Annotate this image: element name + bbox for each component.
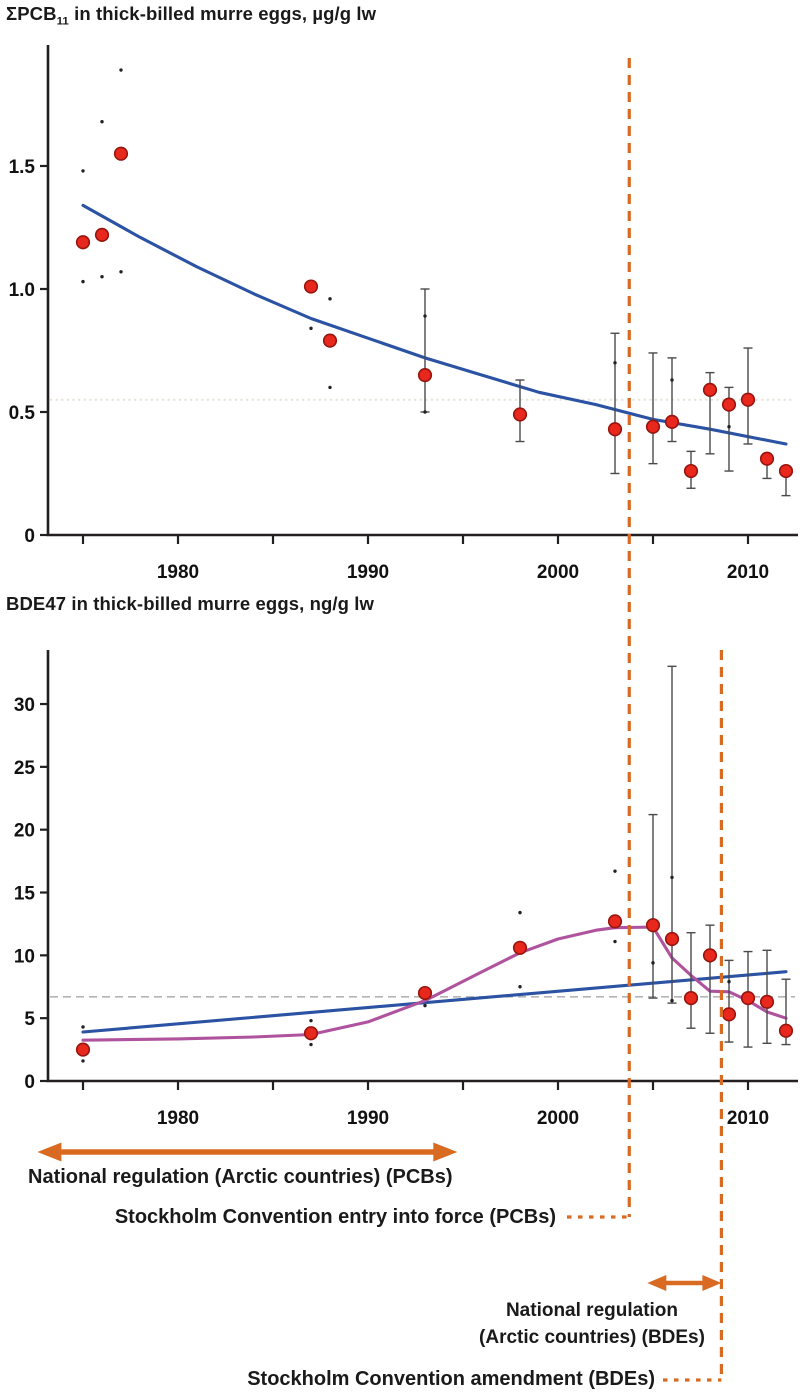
data-point-red — [512, 940, 528, 955]
data-point-red — [664, 931, 680, 947]
data-point-red — [75, 1042, 91, 1057]
x-tick-label: 2010 — [727, 562, 769, 583]
data-point-red — [702, 382, 718, 397]
data-point-minor — [81, 1059, 85, 1063]
range-arrow-national-regulation-pcbs-head — [433, 1142, 458, 1162]
data-point-red — [778, 1023, 794, 1038]
data-point-minor — [613, 939, 617, 944]
data-point-minor — [119, 270, 123, 274]
data-point-red — [721, 1007, 737, 1022]
data-point-minor — [328, 297, 332, 301]
data-point-minor — [727, 980, 731, 984]
y-tick-label: 0 — [24, 526, 35, 547]
data-point-red — [113, 146, 129, 161]
data-point-red — [740, 392, 756, 407]
trend-line-blue — [81, 203, 788, 446]
data-point-minor — [613, 869, 617, 873]
data-point-minor — [651, 961, 655, 965]
data-point-red — [322, 333, 338, 348]
data-point-minor — [613, 361, 617, 365]
data-point-red — [683, 463, 699, 479]
data-point-minor — [727, 425, 731, 429]
y-tick-label: 15 — [14, 884, 36, 905]
data-point-minor — [100, 120, 104, 124]
trend-line-blue — [81, 970, 788, 1034]
data-point-minor — [670, 875, 674, 880]
x-tick-label: 2010 — [727, 1108, 769, 1129]
data-point-minor — [309, 1042, 313, 1047]
annotation-stockholm-amendment-bdes: Stockholm Convention amendment (BDEs) — [247, 1368, 655, 1390]
data-point-minor — [328, 385, 332, 390]
data-point-red — [721, 397, 737, 412]
y-tick-label: 1.0 — [9, 280, 35, 301]
x-tick-label: 1990 — [347, 562, 389, 583]
data-point-red — [303, 279, 319, 294]
data-point-red — [417, 985, 433, 1001]
data-point-red — [683, 990, 699, 1006]
top-title-suffix: in thick-billed murre eggs, µg/g lw — [68, 3, 377, 24]
x-tick-label: 2000 — [537, 1108, 579, 1129]
data-point-red — [94, 227, 110, 242]
y-tick-label: 30 — [14, 695, 35, 716]
data-point-red — [607, 422, 623, 437]
data-point-minor — [81, 169, 85, 173]
data-point-minor — [670, 998, 674, 1003]
annotation-national-regulation-bdes-line1: National regulation — [505, 1300, 679, 1321]
data-point-minor — [423, 314, 427, 318]
top-chart-title: ΣPCB11 in thick-billed murre eggs, µg/g … — [6, 3, 376, 28]
data-point-minor — [423, 410, 427, 414]
data-point-minor — [518, 985, 522, 989]
x-tick-label: 1980 — [157, 562, 199, 583]
data-point-red — [759, 451, 775, 466]
data-point-minor — [81, 279, 85, 284]
data-point-red — [512, 407, 528, 422]
y-tick-label: 10 — [14, 946, 35, 967]
data-point-minor — [119, 68, 123, 72]
data-point-minor — [518, 910, 522, 915]
top-title-subscript: 11 — [56, 15, 69, 28]
x-tick-label: 1990 — [347, 1108, 389, 1129]
range-arrow-national-regulation-bdes-head — [647, 1275, 667, 1291]
data-point-minor — [670, 378, 674, 382]
data-point-minor — [423, 1003, 427, 1008]
axis — [46, 650, 798, 1083]
x-tick-label: 2000 — [537, 562, 579, 583]
annotation-national-regulation-bdes-line2: (Arctic countries) (BDEs) — [479, 1327, 705, 1348]
data-point-red — [759, 994, 775, 1009]
data-point-red — [645, 419, 661, 434]
y-tick-label: 5 — [24, 1009, 35, 1030]
bottom-chart-title: BDE47 in thick-billed murre eggs, ng/g l… — [6, 593, 374, 614]
y-tick-label: 0.5 — [9, 403, 36, 424]
data-point-red — [702, 948, 718, 963]
axis — [46, 45, 798, 537]
top-title-prefix: ΣPCB — [6, 3, 57, 24]
data-point-minor — [309, 326, 313, 331]
data-point-red — [303, 1026, 319, 1041]
data-point-red — [75, 235, 91, 250]
data-point-red — [417, 368, 433, 383]
range-arrow-national-regulation-bdes-head — [702, 1275, 722, 1291]
range-arrow-national-regulation-pcbs-head — [37, 1142, 62, 1162]
y-tick-label: 1.5 — [9, 157, 36, 178]
data-point-red — [664, 414, 680, 429]
annotation-national-regulation-pcbs: National regulation (Arctic countries) (… — [28, 1166, 453, 1188]
annotation-stockholm-convention-pcbs: Stockholm Convention entry into force (P… — [114, 1206, 556, 1228]
data-point-red — [778, 463, 794, 479]
data-point-red — [645, 918, 661, 933]
data-point-minor — [309, 1018, 313, 1023]
y-tick-label: 0 — [24, 1072, 35, 1093]
y-tick-label: 25 — [14, 758, 36, 779]
y-tick-label: 20 — [14, 821, 35, 842]
x-tick-label: 1980 — [157, 1108, 199, 1129]
data-point-red — [607, 914, 623, 929]
annotation-national-regulation-bdes: National regulation (Arctic countries) (… — [442, 1297, 742, 1351]
data-point-minor — [81, 1025, 85, 1029]
data-point-minor — [100, 275, 104, 279]
data-point-red — [740, 990, 756, 1006]
